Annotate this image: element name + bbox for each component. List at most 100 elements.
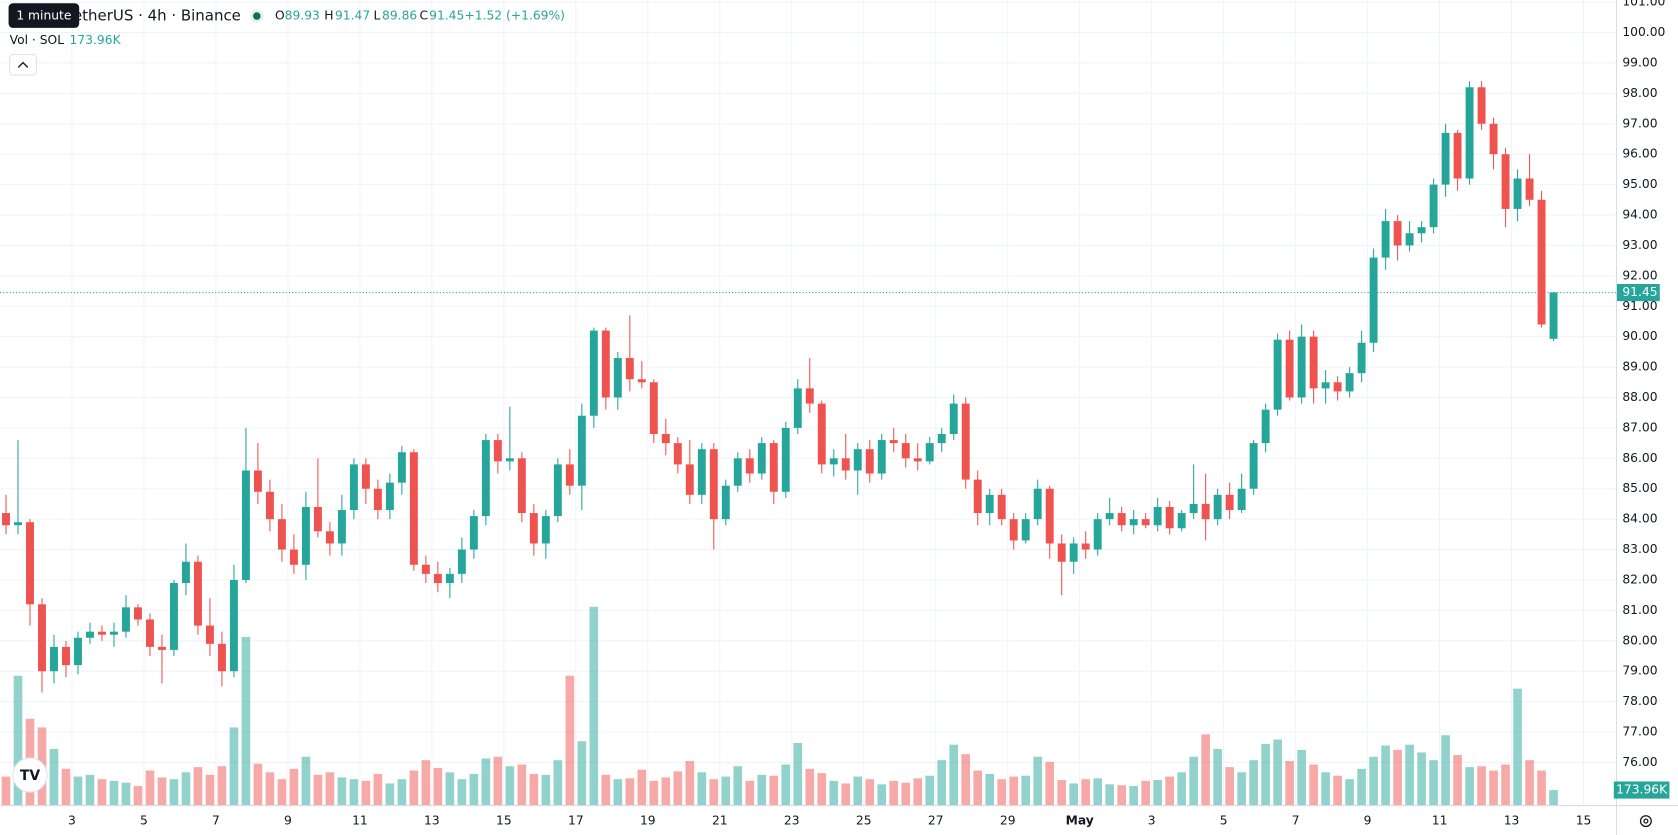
candle-body — [301, 506, 310, 565]
volume-bar — [421, 760, 431, 806]
candle-body — [62, 646, 70, 666]
candle-body — [1525, 178, 1534, 200]
tooltip-bg — [8, 3, 80, 28]
x-tick-label: 11 — [352, 814, 368, 828]
candle-body — [637, 379, 646, 383]
volume-bar — [373, 773, 383, 806]
candle-body — [50, 646, 58, 672]
y-tick-label: 93.00 — [1622, 238, 1657, 252]
volume-bar — [445, 772, 455, 806]
candle-body — [1177, 513, 1186, 529]
x-tick-label: 13 — [1504, 814, 1520, 828]
candle-body — [529, 513, 538, 544]
candle-body — [865, 449, 874, 474]
volume-bar — [121, 782, 131, 806]
candle-body — [445, 573, 454, 584]
candle-body — [853, 449, 862, 471]
volume-bar — [649, 780, 659, 806]
x-tick-label: May — [1066, 814, 1094, 828]
volume-bar — [1321, 772, 1330, 806]
candle-body — [1549, 292, 1558, 339]
y-tick-label: 98.00 — [1622, 86, 1657, 100]
y-tick-label: 89.00 — [1622, 360, 1657, 374]
volume-bar — [1045, 761, 1055, 806]
volume-bar — [73, 776, 83, 806]
candle-body — [841, 458, 850, 471]
last-price-box — [1617, 284, 1660, 302]
settings-icon[interactable] — [1639, 815, 1652, 828]
candle-body — [481, 440, 490, 517]
y-tick-label: 88.00 — [1622, 390, 1657, 404]
candle-body — [709, 449, 718, 520]
volume-bar — [997, 779, 1007, 806]
candle-body — [817, 403, 826, 465]
collapse-icon — [17, 61, 29, 68]
volume-bar — [769, 775, 779, 806]
volume-bar — [1225, 767, 1234, 806]
volume-bar — [613, 779, 623, 806]
candle-body — [1393, 221, 1402, 246]
candle-body — [553, 464, 562, 517]
candle-body — [493, 440, 502, 462]
last-volume-label: 173.96K — [1616, 783, 1668, 797]
candle-body — [1153, 506, 1162, 526]
candle-body — [649, 382, 658, 434]
volume-bar — [1525, 760, 1534, 806]
candle-body — [1069, 543, 1078, 562]
volume-bar — [109, 780, 119, 806]
candle-body — [409, 452, 418, 565]
candle-body — [2, 513, 10, 526]
candle-body — [913, 458, 922, 462]
volume-bar — [277, 779, 287, 806]
candle-body — [313, 506, 322, 532]
volume-bar — [325, 772, 335, 806]
volume-bar — [349, 779, 359, 806]
volume-bar — [1405, 744, 1414, 806]
y-tick-label: 101.00 — [1622, 0, 1665, 9]
candle-body — [1249, 443, 1258, 489]
candle-body — [721, 485, 730, 520]
volume-bar — [565, 675, 575, 806]
volume-bar — [289, 768, 299, 806]
volume-bar — [1033, 756, 1043, 806]
volume-bar — [1201, 734, 1210, 806]
candle-body — [1105, 513, 1114, 520]
candle-body — [205, 625, 214, 644]
x-tick-label: 7 — [212, 814, 220, 828]
volume-bar — [937, 760, 947, 806]
volume-bar — [409, 770, 419, 806]
candle-body — [1021, 519, 1030, 541]
candle-body — [589, 330, 598, 416]
volume-bar — [1165, 776, 1174, 806]
candle-body — [86, 631, 94, 638]
volume-bar — [61, 768, 71, 806]
volume-bar — [1, 776, 11, 806]
volume-bar — [661, 777, 671, 806]
axes: 76.00 77.00 78.00 79.00 80.00 81.00 82.00 83.00… — [68, 0, 1670, 828]
y-tick-label: 87.00 — [1622, 420, 1657, 434]
candle-body — [781, 427, 790, 492]
volume-bar — [541, 774, 551, 806]
candle-body — [1441, 132, 1450, 185]
volume-bar — [1345, 779, 1354, 806]
candle-body — [1081, 543, 1090, 550]
candle-body — [1405, 233, 1414, 246]
volume-bar — [229, 727, 239, 806]
volume-bar — [1381, 745, 1390, 806]
y-tick-label: 80.00 — [1622, 633, 1657, 647]
candle-body — [325, 531, 334, 544]
volume-bar — [841, 783, 851, 806]
volume-bar — [1153, 780, 1162, 806]
volume-bar — [265, 772, 275, 806]
logo-bg[interactable] — [12, 757, 48, 793]
y-tick-label: 92.00 — [1622, 268, 1657, 282]
y-tick-label: 84.00 — [1622, 512, 1657, 526]
candle-body — [1237, 488, 1246, 511]
y-tick-label: 77.00 — [1622, 725, 1657, 739]
x-tick-label: 3 — [68, 814, 76, 828]
x-tick-label: 13 — [424, 814, 440, 828]
candle-body — [601, 330, 610, 398]
x-tick-label: 9 — [284, 814, 292, 828]
collapse-button[interactable] — [9, 54, 37, 76]
candle-body — [1201, 503, 1210, 520]
